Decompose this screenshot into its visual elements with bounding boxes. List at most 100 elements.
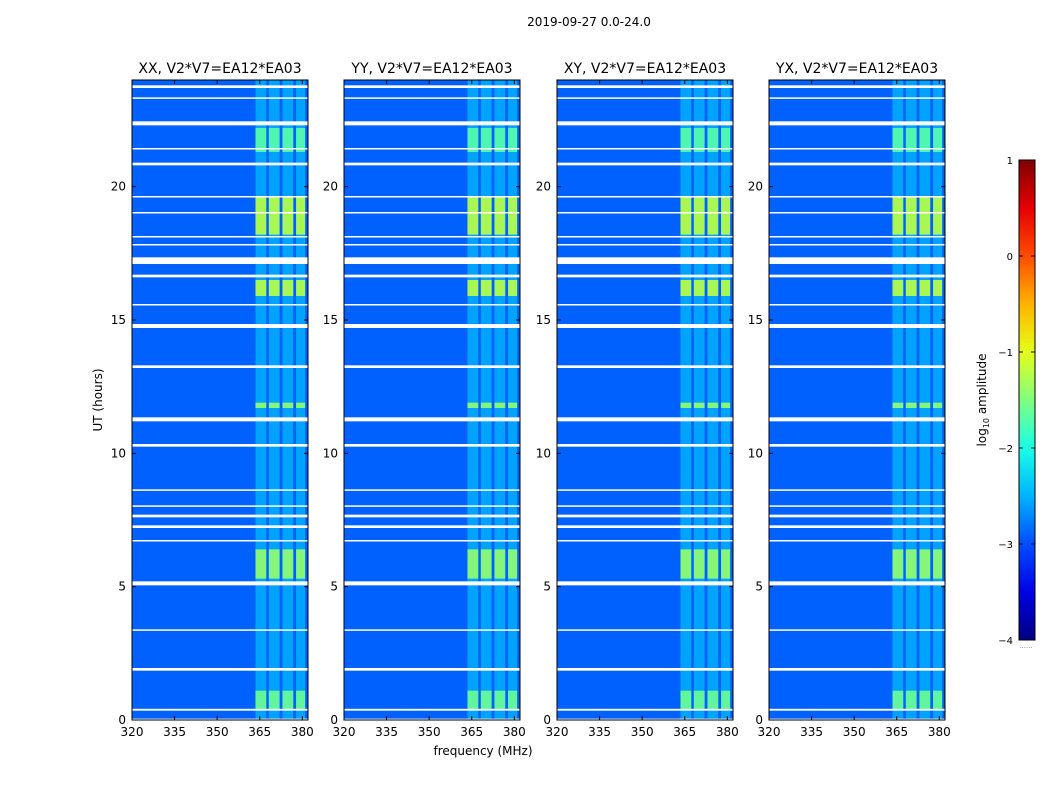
- rfi-event: [494, 690, 506, 710]
- colorbar-label-rest: amplitude: [975, 354, 989, 418]
- y-tick-label: 10: [748, 446, 763, 460]
- flag-stripe: [344, 629, 520, 631]
- rfi-event: [494, 280, 506, 296]
- rfi-event: [707, 280, 719, 296]
- y-tick-label: 20: [323, 180, 338, 194]
- rfi-event: [721, 280, 731, 296]
- y-tick-label: 5: [755, 580, 763, 594]
- colorbar-tick-label: −3: [998, 540, 1013, 551]
- rfi-band: [721, 80, 731, 720]
- flag-stripe: [132, 581, 308, 586]
- flag-stripe: [344, 514, 520, 518]
- colorbar-tick-label: 1: [1007, 156, 1013, 167]
- rfi-event: [296, 549, 306, 579]
- x-tick-label: 320: [758, 725, 781, 739]
- flag-stripe: [132, 212, 308, 214]
- rfi-event: [494, 128, 506, 152]
- rfi-event: [693, 197, 705, 235]
- rfi-event: [480, 402, 492, 408]
- y-tick-label: 0: [543, 713, 551, 727]
- image-background: [557, 80, 733, 720]
- flag-stripe: [769, 274, 945, 278]
- flag-stripe: [344, 489, 520, 491]
- rfi-event: [255, 549, 267, 579]
- rfi-event: [892, 280, 904, 296]
- panel-title: XY, V2*V7=EA12*EA03: [564, 61, 726, 77]
- flag-stripe: [344, 540, 520, 542]
- x-tick-label: 365: [673, 725, 696, 739]
- rfi-event: [480, 549, 492, 579]
- flag-stripe: [344, 444, 520, 447]
- rfi-event: [721, 690, 731, 710]
- rfi-event: [933, 128, 943, 152]
- panel-frame: [343, 79, 521, 721]
- flag-stripe: [557, 540, 733, 542]
- x-tick-label: 380: [928, 725, 951, 739]
- rfi-event: [680, 280, 692, 296]
- waterfall-image: [769, 80, 945, 720]
- rfi-band: [296, 80, 306, 720]
- flag-stripe: [769, 236, 945, 238]
- rfi-event: [494, 402, 506, 408]
- flag-stripe: [344, 162, 520, 166]
- flag-stripe: [344, 365, 520, 368]
- rfi-event: [508, 128, 518, 152]
- colorbar-tick-label: −4: [998, 636, 1013, 647]
- rfi-event: [268, 549, 280, 579]
- colorbar-label-sub: 10: [982, 418, 991, 428]
- colorbar-tick-label: −1: [998, 348, 1013, 359]
- rfi-event: [933, 402, 943, 408]
- flag-stripe: [557, 525, 733, 528]
- flag-stripe: [769, 417, 945, 422]
- y-tick-label: 5: [543, 580, 551, 594]
- panel-title: YX, V2*V7=EA12*EA03: [775, 61, 938, 77]
- flag-stripe: [132, 196, 308, 198]
- rfi-event: [933, 549, 943, 579]
- flag-stripe: [132, 274, 308, 278]
- flag-stripe: [557, 162, 733, 166]
- flag-stripe: [769, 629, 945, 631]
- rfi-event: [905, 402, 917, 408]
- flag-stripe: [344, 274, 520, 278]
- panel-title: XX, V2*V7=EA12*EA03: [138, 61, 301, 77]
- x-tick-label: 335: [163, 725, 186, 739]
- flag-stripe: [344, 121, 520, 126]
- x-tick-label: 365: [248, 725, 271, 739]
- flag-stripe: [132, 514, 308, 518]
- flag-stripe: [557, 304, 733, 306]
- y-tick-label: 5: [118, 580, 126, 594]
- flag-stripe: [769, 212, 945, 214]
- rfi-event: [508, 690, 518, 710]
- rfi-band: [905, 80, 917, 720]
- flag-stripe: [557, 148, 733, 150]
- rfi-band: [707, 80, 719, 720]
- rfi-event: [467, 280, 479, 296]
- rfi-event: [905, 197, 917, 235]
- waterfall-image: [344, 80, 520, 720]
- rfi-event: [467, 128, 479, 152]
- rfi-event: [680, 690, 692, 710]
- rfi-event: [268, 690, 280, 710]
- flag-stripe: [132, 629, 308, 631]
- flag-stripe: [132, 121, 308, 126]
- rfi-event: [892, 690, 904, 710]
- rfi-event: [494, 197, 506, 235]
- flag-stripe: [132, 257, 308, 264]
- colorbar-tick-label: 0: [1007, 252, 1013, 263]
- rfi-event: [296, 690, 306, 710]
- rfi-band: [933, 80, 943, 720]
- flag-stripe: [132, 85, 308, 88]
- y-tick-label: 20: [748, 180, 763, 194]
- flag-stripe: [557, 121, 733, 126]
- rfi-event: [933, 690, 943, 710]
- flag-stripe: [557, 489, 733, 491]
- rfi-event: [721, 549, 731, 579]
- flag-stripe: [769, 581, 945, 586]
- flag-stripe: [557, 444, 733, 447]
- flag-stripe: [557, 274, 733, 278]
- rfi-event: [707, 549, 719, 579]
- rfi-event: [892, 402, 904, 408]
- x-tick-label: 335: [588, 725, 611, 739]
- y-tick-label: 15: [536, 313, 551, 327]
